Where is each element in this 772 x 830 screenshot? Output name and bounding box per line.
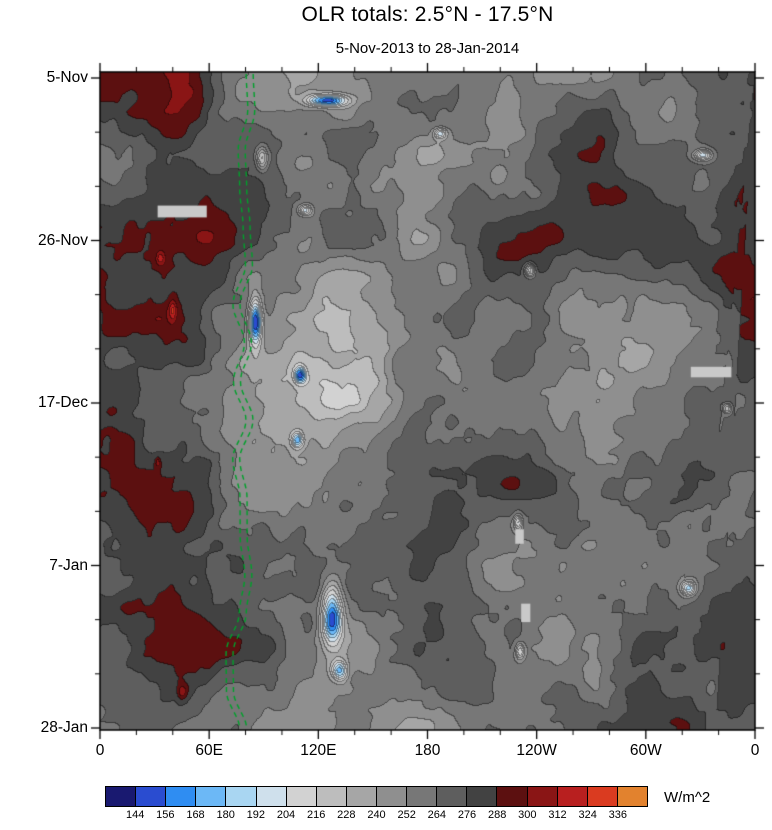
colorbar-segment xyxy=(497,787,528,806)
colorbar-tick-label: 168 xyxy=(186,809,205,821)
colorbar-segment xyxy=(256,787,287,806)
colorbar-tick-label: 288 xyxy=(487,809,507,821)
colorbar-segment xyxy=(557,787,588,806)
colorbar-segment xyxy=(196,787,227,806)
colorbar-tick-label: 144 xyxy=(125,809,145,821)
colorbar-tick-label: 192 xyxy=(246,809,266,821)
colorbar-segment xyxy=(316,787,347,806)
colorbar-tick-label: 228 xyxy=(337,809,356,821)
colorbar-segment xyxy=(286,787,317,806)
colorbar-units-label: W/m^2 xyxy=(664,789,711,806)
colorbar-segment xyxy=(467,787,498,806)
colorbar-segment xyxy=(527,787,558,806)
colorbar-tick-label: 324 xyxy=(578,809,597,821)
colorbar-segment xyxy=(106,787,137,806)
colorbar xyxy=(105,786,648,807)
colorbar-tick-label: 204 xyxy=(276,809,296,821)
colorbar-tick-label: 312 xyxy=(548,809,567,821)
colorbar-segment xyxy=(166,787,197,806)
colorbar-tick-label: 264 xyxy=(427,809,447,821)
chart-title: OLR totals: 2.5°N - 17.5°N xyxy=(301,3,554,26)
colorbar-tick-label: 300 xyxy=(518,809,537,821)
colorbar-segment xyxy=(136,787,167,806)
colorbar-segment xyxy=(407,787,438,806)
colorbar-tick-label: 216 xyxy=(306,809,326,821)
colorbar-tick-label: 156 xyxy=(156,809,175,821)
colorbar-segment xyxy=(587,787,618,806)
colorbar-tick-label: 252 xyxy=(397,809,416,821)
colorbar-tick-label: 336 xyxy=(608,809,628,821)
colorbar-segment xyxy=(346,787,377,806)
chart-subtitle: 5-Nov-2013 to 28-Jan-2014 xyxy=(335,40,520,57)
colorbar-tick-label: 276 xyxy=(457,809,477,821)
colorbar-segment xyxy=(437,787,468,806)
colorbar-segment xyxy=(376,787,408,806)
colorbar-tick-labels: 144 156 168 180 192 204 216 228 240 252 264 276 288 3… xyxy=(105,809,648,823)
colorbar-segment xyxy=(617,787,647,806)
colorbar-tick-label: 180 xyxy=(216,809,235,821)
colorbar-tick-label: 240 xyxy=(367,809,386,821)
colorbar-segment xyxy=(226,787,257,806)
